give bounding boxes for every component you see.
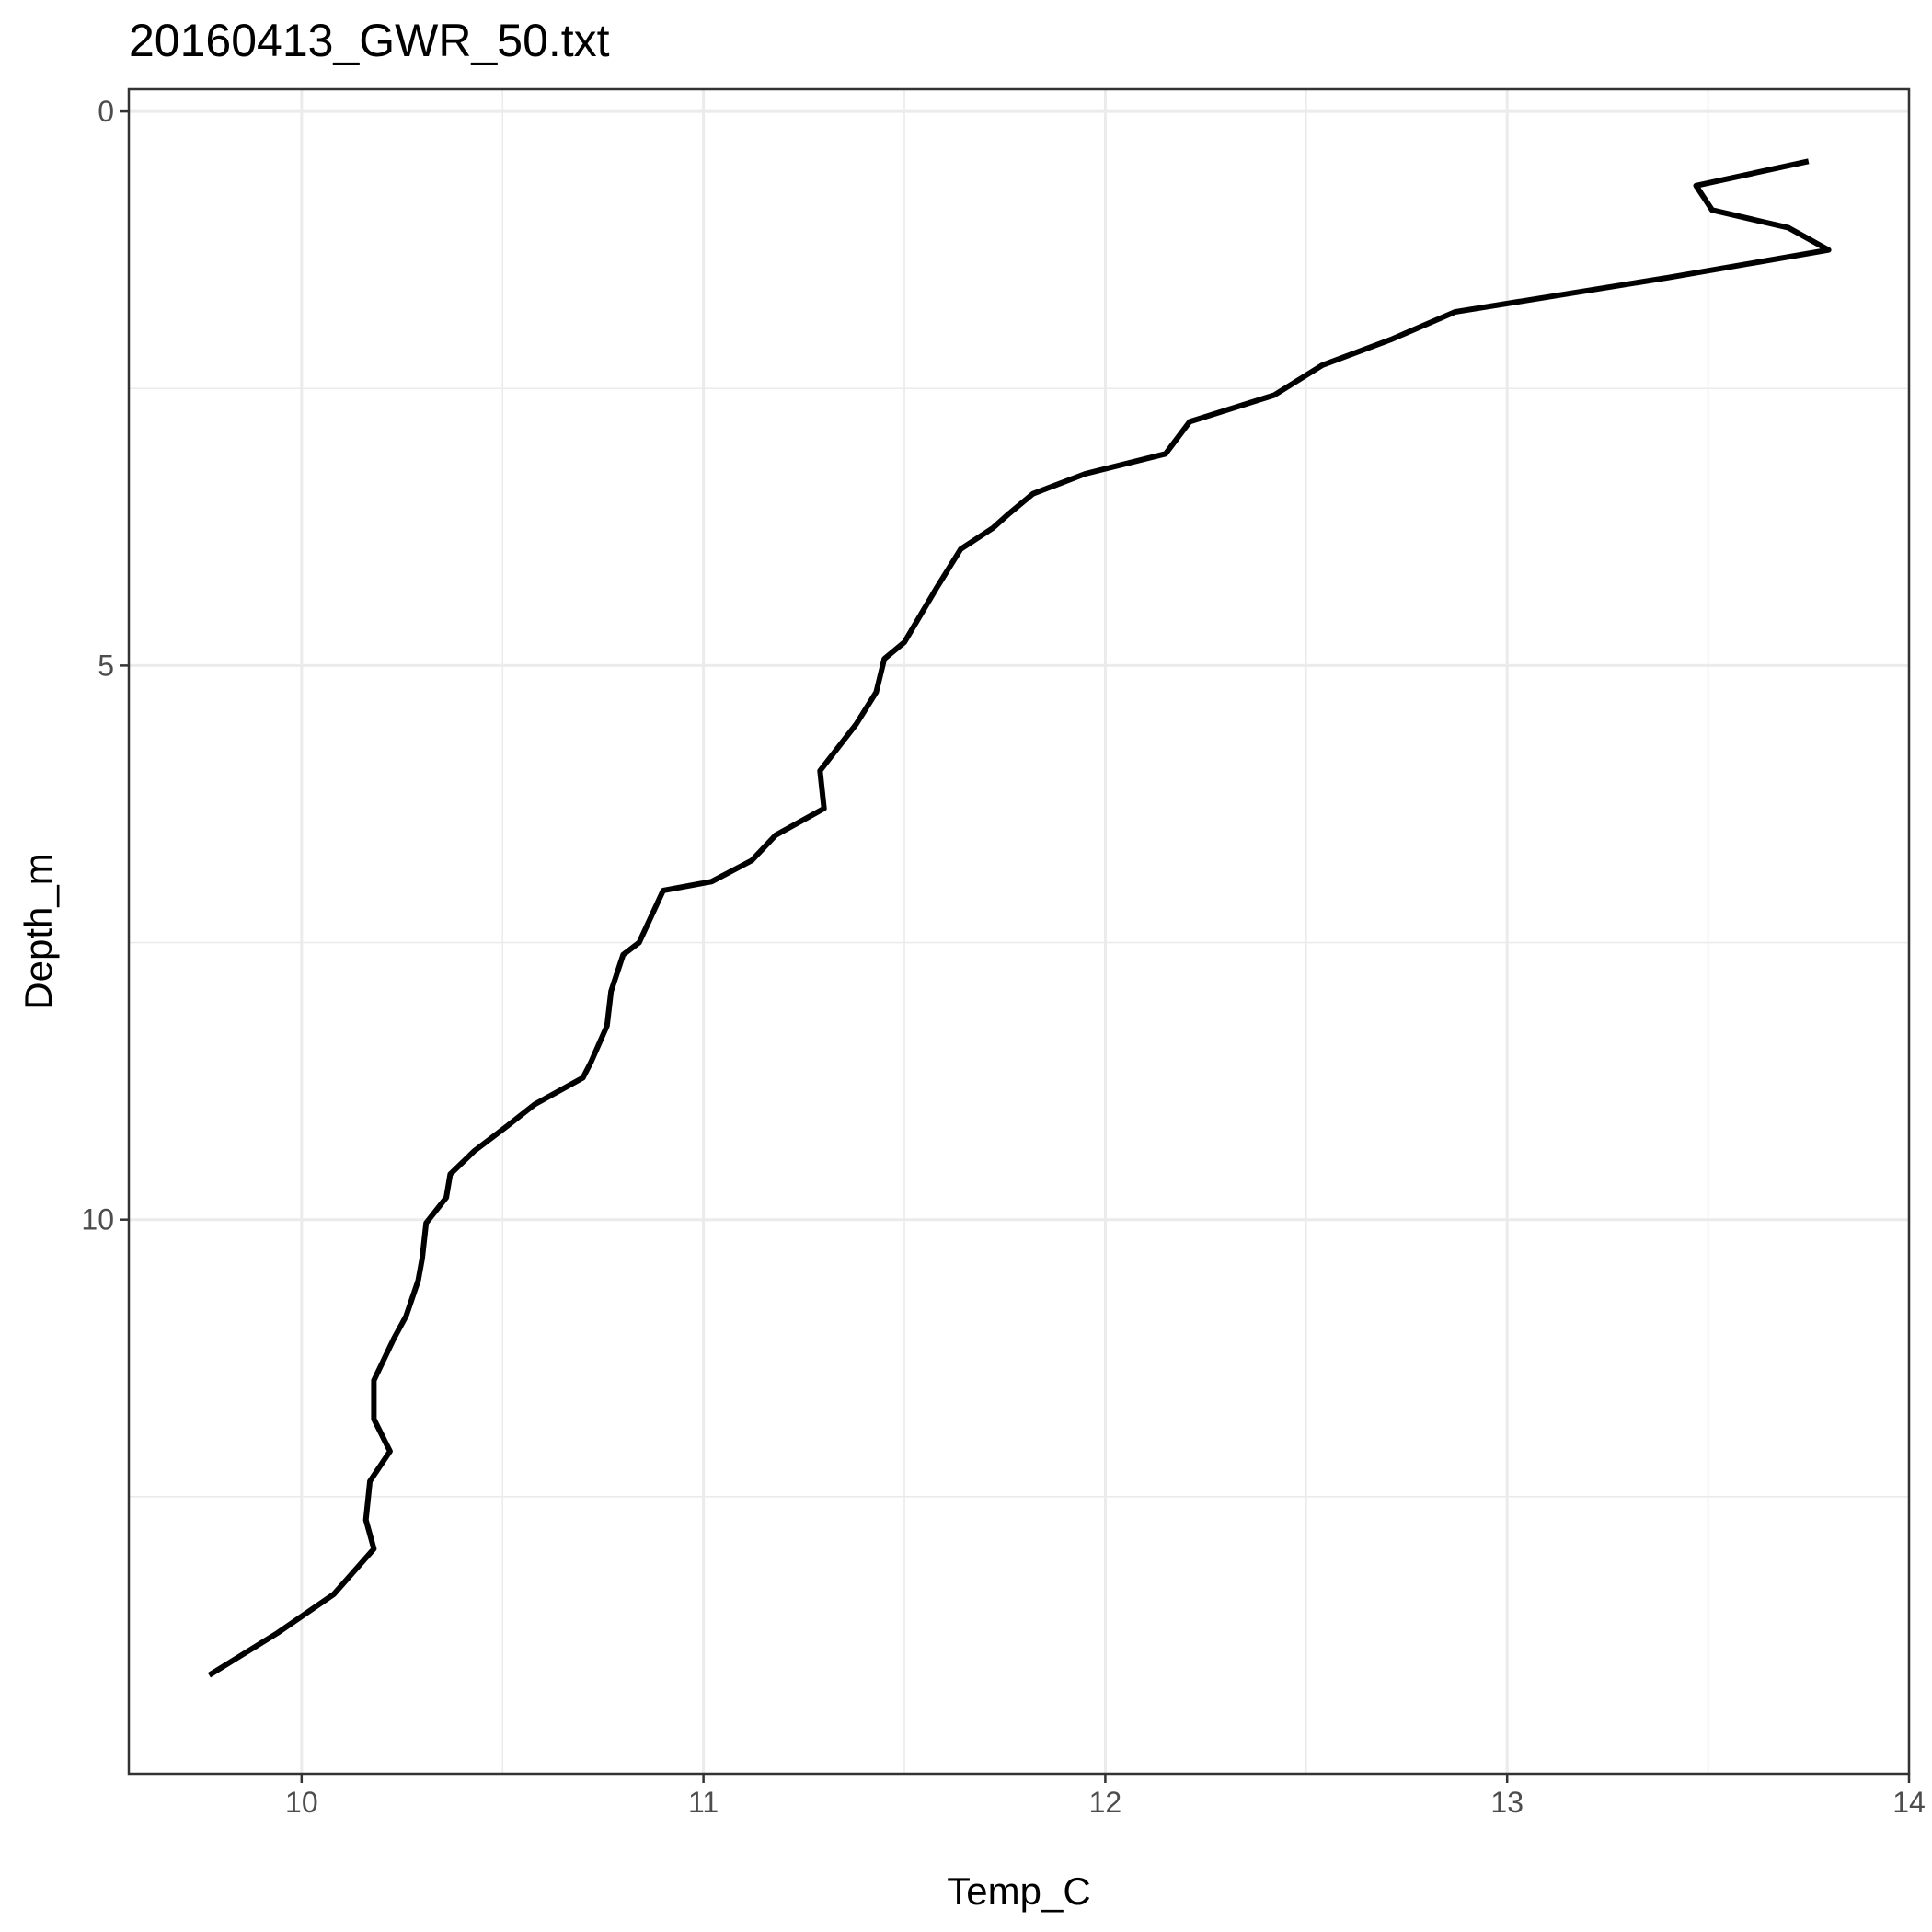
x-tick-label: 10 [285, 1786, 318, 1819]
axes: 10 11 12 13 14 0 5 10 [81, 95, 1925, 1819]
y-tick-label: 5 [98, 649, 114, 682]
grid-lines [129, 89, 1911, 1774]
y-tick-label: 10 [81, 1203, 114, 1236]
series-line [207, 158, 1832, 1678]
x-axis-title: Temp_C [947, 1869, 1090, 1913]
data-layer [207, 158, 1832, 1678]
x-tick-label: 13 [1490, 1786, 1524, 1819]
chart-title: 20160413_GWR_50.txt [129, 15, 610, 66]
x-tick-label: 11 [688, 1786, 719, 1819]
x-tick-label: 12 [1089, 1786, 1122, 1819]
y-axis-title: Depth_m [17, 853, 60, 1009]
x-tick-label: 14 [1892, 1786, 1926, 1819]
y-tick-label: 0 [98, 95, 114, 128]
plot-panel-border [127, 87, 1911, 1776]
